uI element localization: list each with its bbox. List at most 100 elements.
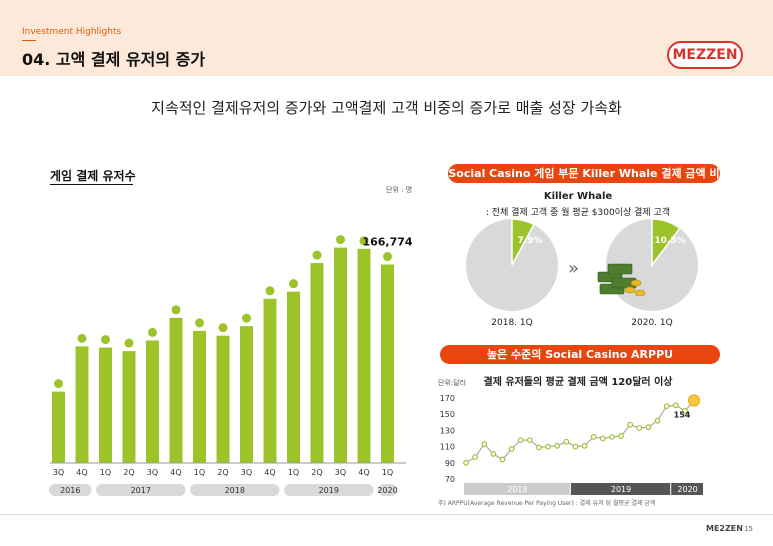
line-point [590, 433, 597, 440]
year-band [378, 484, 397, 496]
pie-value-label: 7.9% [518, 236, 543, 246]
page-title: 04. 고액 결제 유저의 증가 [22, 50, 206, 69]
x-tick-label: 4Q [76, 468, 87, 477]
bar [216, 335, 230, 463]
x-tick-label: 3Q [241, 468, 252, 477]
x-tick-label: 3Q [53, 468, 64, 477]
money-stack-icon [597, 263, 646, 297]
bar-marker [242, 313, 251, 323]
bar-marker [195, 318, 204, 328]
line-point [499, 456, 506, 463]
line-point [627, 421, 634, 428]
line-point [654, 417, 661, 424]
year-label: 2017 [131, 486, 151, 495]
x-tick-label: 1Q [194, 468, 205, 477]
header-rule [22, 40, 36, 41]
line-point [663, 403, 670, 410]
line-point [517, 437, 524, 444]
header-band [0, 0, 773, 76]
arppu-pill: 높은 수준의 Social Casino ARPPU [440, 345, 720, 364]
bar-marker [148, 327, 157, 337]
bar [310, 263, 324, 463]
x-tick-label: 2Q [217, 468, 228, 477]
bar [169, 317, 183, 463]
bar [334, 247, 347, 463]
bar-marker [312, 250, 322, 260]
bar-marker [54, 379, 63, 389]
line-point [554, 442, 561, 449]
highlight-point-icon [687, 394, 701, 407]
line-point [508, 446, 515, 452]
coin [630, 279, 642, 287]
bar-marker [124, 338, 134, 348]
bar [263, 298, 277, 463]
bar-marker [171, 305, 181, 315]
bar-chart-title: 게임 결제 유저수 [50, 169, 136, 183]
pie-caption: 2018. 1Q [491, 318, 532, 328]
year-band [96, 484, 186, 496]
pie-value-label: 10.3% [654, 236, 685, 246]
x-tick-label: 3Q [335, 468, 346, 477]
year-band [49, 484, 92, 496]
bar [381, 264, 394, 463]
headline: 지속적인 결제유저의 증가와 고액결제 고객 비중의 증가로 매출 성장 가속화 [151, 99, 622, 117]
bar-marker [336, 235, 345, 245]
bar-chart-title-rule [50, 184, 133, 185]
line-point [572, 443, 579, 450]
line-end-label: 154 [674, 410, 691, 419]
bar [99, 347, 112, 463]
x-tick-label: 1Q [382, 468, 393, 477]
x-tick-label: 2Q [123, 468, 134, 477]
bar [52, 391, 65, 463]
x-tick-label: 1Q [288, 468, 299, 477]
bar [122, 351, 136, 463]
coin [634, 289, 646, 297]
x-tick-label: 1Q [100, 468, 111, 477]
arppu-unit: 단위:달러 [438, 379, 467, 387]
x-tick-label: 4Q [170, 468, 181, 477]
footer-rule [0, 514, 773, 515]
line-point [490, 450, 497, 457]
bar [146, 340, 159, 463]
bar-marker [359, 236, 369, 246]
year-band [464, 483, 570, 495]
y-tick-label: 90 [445, 459, 455, 468]
bar [357, 248, 371, 463]
bar-chart-unit: 단위 : 명 [386, 186, 413, 194]
bar-marker [265, 286, 275, 296]
line-point [636, 425, 643, 431]
bar [75, 346, 89, 463]
y-tick-label: 110 [440, 443, 455, 452]
bar [240, 326, 253, 463]
pie-slice [511, 218, 535, 266]
line-point [472, 454, 479, 461]
line-point [536, 444, 542, 451]
line-point [599, 435, 606, 442]
arppu-chart-title: 결제 유저들의 평균 결제 금액 120달러 이상 [483, 377, 673, 388]
bar-marker [101, 335, 110, 345]
line-point [481, 441, 488, 448]
y-tick-label: 70 [445, 475, 455, 484]
year-label: 2018 [507, 485, 527, 494]
x-tick-label: 3Q [147, 468, 158, 477]
line-point [463, 459, 469, 466]
line-point [526, 437, 533, 444]
bar [193, 330, 206, 463]
line-point [545, 443, 551, 450]
killer-whale-subtitle: : 전체 결제 고객 중 월 평균 $300이상 결제 고객 [485, 208, 671, 218]
line-point [645, 424, 652, 431]
page-number: 15 [744, 525, 753, 533]
pie-slice [651, 218, 681, 268]
bar-marker [289, 279, 298, 289]
year-band [671, 483, 703, 495]
chevron-right-icon: » [568, 258, 579, 279]
year-label: 2020 [377, 486, 397, 495]
x-tick-label: 2Q [311, 468, 322, 477]
line-point [563, 438, 570, 445]
line-point [672, 402, 679, 409]
line-point [581, 442, 588, 449]
cash-bundle [607, 263, 633, 275]
